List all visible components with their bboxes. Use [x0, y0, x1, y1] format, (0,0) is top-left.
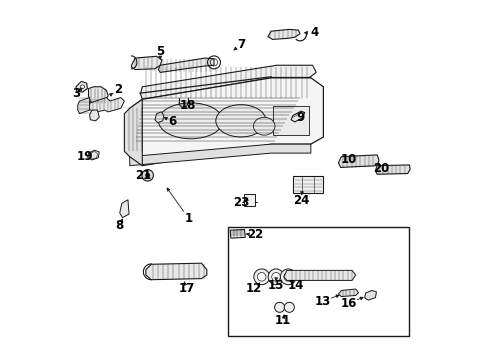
Text: 20: 20 [373, 162, 389, 175]
Text: 9: 9 [295, 112, 304, 125]
Text: 14: 14 [287, 279, 304, 292]
Polygon shape [284, 270, 355, 280]
Text: 15: 15 [267, 279, 284, 292]
Text: 13: 13 [314, 295, 330, 308]
Polygon shape [145, 263, 206, 280]
Polygon shape [78, 98, 89, 114]
Text: 5: 5 [156, 45, 164, 58]
Circle shape [257, 273, 265, 281]
Circle shape [271, 273, 280, 281]
Polygon shape [76, 81, 87, 92]
Text: 16: 16 [340, 297, 356, 310]
Text: 10: 10 [341, 153, 357, 166]
Polygon shape [129, 144, 310, 166]
Polygon shape [88, 150, 99, 160]
Circle shape [253, 269, 269, 285]
Text: 7: 7 [236, 38, 244, 51]
Polygon shape [338, 155, 378, 167]
Bar [228, 226, 408, 336]
Polygon shape [124, 99, 142, 166]
Circle shape [267, 269, 284, 285]
Circle shape [274, 302, 284, 312]
Text: 4: 4 [310, 26, 318, 39]
Polygon shape [338, 289, 358, 297]
Text: 11: 11 [274, 314, 290, 328]
Text: 6: 6 [168, 116, 177, 129]
Bar [244, 194, 254, 206]
Ellipse shape [80, 85, 84, 89]
Circle shape [142, 170, 153, 181]
Polygon shape [88, 87, 108, 105]
Text: 22: 22 [246, 228, 263, 241]
Polygon shape [120, 200, 129, 218]
Bar [273, 107, 308, 135]
Polygon shape [230, 229, 244, 238]
Polygon shape [290, 111, 304, 122]
Polygon shape [292, 176, 323, 193]
Text: 3: 3 [72, 87, 81, 100]
Polygon shape [155, 112, 163, 123]
Polygon shape [158, 58, 214, 72]
Text: 8: 8 [115, 219, 123, 233]
Text: 19: 19 [77, 150, 93, 163]
Polygon shape [88, 98, 124, 112]
Polygon shape [89, 110, 99, 121]
Polygon shape [129, 78, 323, 166]
Circle shape [284, 302, 294, 312]
Text: 2: 2 [114, 83, 122, 96]
Text: 17: 17 [178, 282, 194, 295]
Circle shape [280, 269, 296, 285]
Text: 18: 18 [179, 99, 196, 112]
Polygon shape [140, 65, 316, 99]
Circle shape [284, 273, 292, 281]
Text: 23: 23 [232, 196, 248, 209]
Polygon shape [375, 165, 409, 174]
Polygon shape [131, 56, 162, 69]
Text: 21: 21 [135, 169, 151, 182]
Ellipse shape [215, 105, 265, 137]
Polygon shape [364, 291, 376, 300]
Ellipse shape [253, 117, 274, 135]
Ellipse shape [158, 103, 223, 139]
Text: 24: 24 [292, 194, 309, 207]
Circle shape [145, 173, 150, 178]
Text: 12: 12 [245, 282, 262, 295]
Polygon shape [267, 30, 300, 40]
Text: 1: 1 [184, 212, 193, 225]
